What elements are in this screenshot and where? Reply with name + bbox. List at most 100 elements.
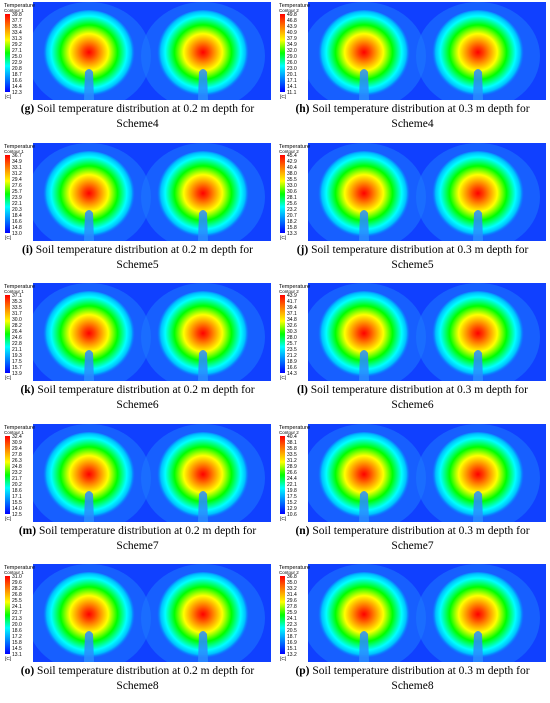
colorbar-tick-label: 17.1	[12, 494, 22, 500]
heat-source	[157, 291, 249, 380]
colorbar-tick-label: 16.6	[12, 78, 22, 84]
legend-title: Temperature	[4, 565, 35, 571]
legend-title: Temperature	[279, 3, 310, 9]
colorbar-tick-label: 23.2	[12, 470, 22, 476]
colorbar-tick-label: 28.2	[12, 323, 22, 329]
colorbar-tick-label: 37.7	[12, 18, 22, 24]
colorbar-tick-label: 30.6	[287, 188, 297, 194]
colorbar-tick-label: 29.0	[287, 54, 297, 60]
colorbar-tick-label: 22.8	[12, 341, 22, 347]
figure-panel: Temperature Contour 1 37.1 35.3 33.5 31.7 30.0…	[0, 281, 275, 422]
colorbar-tick-label: 18.4	[12, 212, 22, 218]
colorbar-tick-label: 20.8	[12, 66, 22, 72]
colorbar-tick-label: 23.5	[287, 347, 297, 353]
colorbar-tick-label: 38.0	[287, 170, 297, 176]
contour-plot: Temperature Contour 1 32.4 30.9 29.4 27.8 26.3…	[3, 423, 271, 522]
colorbar-tick-label: 49.8	[287, 12, 297, 18]
colorbar-tick-label: 34.9	[12, 158, 22, 164]
colorbar-tick-label: 16.6	[12, 218, 22, 224]
colorbar-tick-label: 12.5	[12, 512, 22, 518]
caption-text: Soil temperature distribution at 0.3 m d…	[310, 384, 528, 412]
colorbar-tick-label: 29.2	[12, 42, 22, 48]
cooler-channel	[198, 209, 208, 241]
colorbar-unit: [C]	[5, 656, 11, 662]
colorbar-tick-label: 33.5	[287, 452, 297, 458]
legend-title: Temperature	[279, 565, 310, 571]
caption-letter: (o)	[20, 665, 35, 678]
colorbar-tick-label: 37.9	[287, 36, 297, 42]
colorbar-tick-label: 32.4	[12, 434, 22, 440]
colorbar-tick-label: 17.1	[287, 78, 297, 84]
colorbar-tick-label: 15.8	[12, 640, 22, 646]
cooler-channel	[473, 490, 483, 522]
legend-contour: Contour 2	[279, 570, 299, 575]
colorbar-tick-label: 14.4	[12, 84, 22, 90]
contour-plot: Temperature Contour 1 36.7 34.9 33.1 31.2 29.4…	[3, 142, 271, 241]
colorbar-tick-label: 12.9	[287, 506, 297, 512]
colorbar-tick-label: 43.9	[287, 24, 297, 30]
colorbar-tick-label: 18.7	[12, 72, 22, 78]
colorbar-tick-label: 34.8	[287, 317, 297, 323]
cooler-channel	[359, 69, 369, 100]
colorbar-tick-label: 45.4	[287, 152, 297, 158]
cooler-channel	[473, 69, 483, 100]
caption-letter: (m)	[18, 524, 37, 537]
colorbar-tick-label: 25.7	[287, 341, 297, 347]
caption-letter: (h)	[295, 103, 310, 115]
colorbar-tick-label: 13.9	[12, 371, 22, 377]
caption-text: Soil temperature distribution at 0.3 m d…	[312, 524, 530, 552]
colorbar-tick-label: 23.2	[287, 206, 297, 212]
colorbar	[280, 14, 285, 92]
figure-caption: (o) Soil temperature distribution at 0.2…	[2, 664, 273, 694]
cooler-channel	[198, 69, 208, 100]
cooler-channel	[84, 69, 94, 100]
colorbar-tick-label: 37.1	[287, 311, 297, 317]
cooler-channel	[473, 350, 483, 382]
colorbar-tick-label: 39.4	[287, 305, 297, 311]
cooler-channel	[84, 490, 94, 522]
colorbar-tick-label: 35.5	[12, 24, 22, 30]
colorbar-tick-label: 10.6	[287, 512, 297, 518]
colorbar-tick-label: 26.0	[287, 60, 297, 66]
legend-title: Temperature	[4, 284, 35, 290]
colorbar-tick-label: 11.1	[287, 90, 297, 96]
colorbar-tick-label: 46.8	[287, 18, 297, 24]
cooler-channel	[84, 350, 94, 382]
colorbar-tick-label: 22.3	[287, 622, 297, 628]
colorbar-tick-label: 17.2	[12, 634, 22, 640]
colorbar-tick-label: 34.9	[287, 42, 297, 48]
colorbar	[5, 295, 10, 374]
caption-text: Soil temperature distribution at 0.2 m d…	[37, 103, 255, 130]
legend-contour: Contour 1	[4, 289, 24, 294]
colorbar	[280, 435, 285, 514]
colorbar-tick-label: 19.8	[287, 488, 297, 494]
heat-source	[432, 291, 524, 380]
colorbar-tick-label: 25.6	[287, 200, 297, 206]
colorbar-tick-label: 40.4	[287, 164, 297, 170]
legend-contour: Contour 2	[279, 149, 299, 154]
caption-letter: (k)	[20, 384, 35, 397]
colorbar-tick-label: 12.3	[12, 90, 22, 96]
caption-text: Soil temperature distribution at 0.2 m d…	[37, 384, 255, 412]
caption-text: Soil temperature distribution at 0.3 m d…	[311, 243, 529, 271]
colorbar-tick-label: 18.6	[12, 628, 22, 634]
heat-source	[43, 572, 135, 661]
heat-source	[318, 431, 410, 520]
caption-letter: (p)	[295, 665, 310, 678]
caption-text: Soil temperature distribution at 0.3 m d…	[312, 665, 530, 693]
colorbar-tick-label: 18.7	[287, 634, 297, 640]
cooler-channel	[198, 350, 208, 382]
colorbar-tick-label: 22.7	[12, 610, 22, 616]
colorbar-tick-label: 25.7	[12, 188, 22, 194]
cooler-channel	[473, 631, 483, 663]
cooler-channel	[84, 209, 94, 241]
colorbar-tick-label: 20.7	[287, 212, 297, 218]
heat-source	[157, 150, 249, 239]
cooler-channel	[84, 631, 94, 663]
heat-source	[318, 291, 410, 380]
colorbar-tick-label: 40.4	[287, 434, 297, 440]
colorbar-tick-label: 20.3	[12, 206, 22, 212]
